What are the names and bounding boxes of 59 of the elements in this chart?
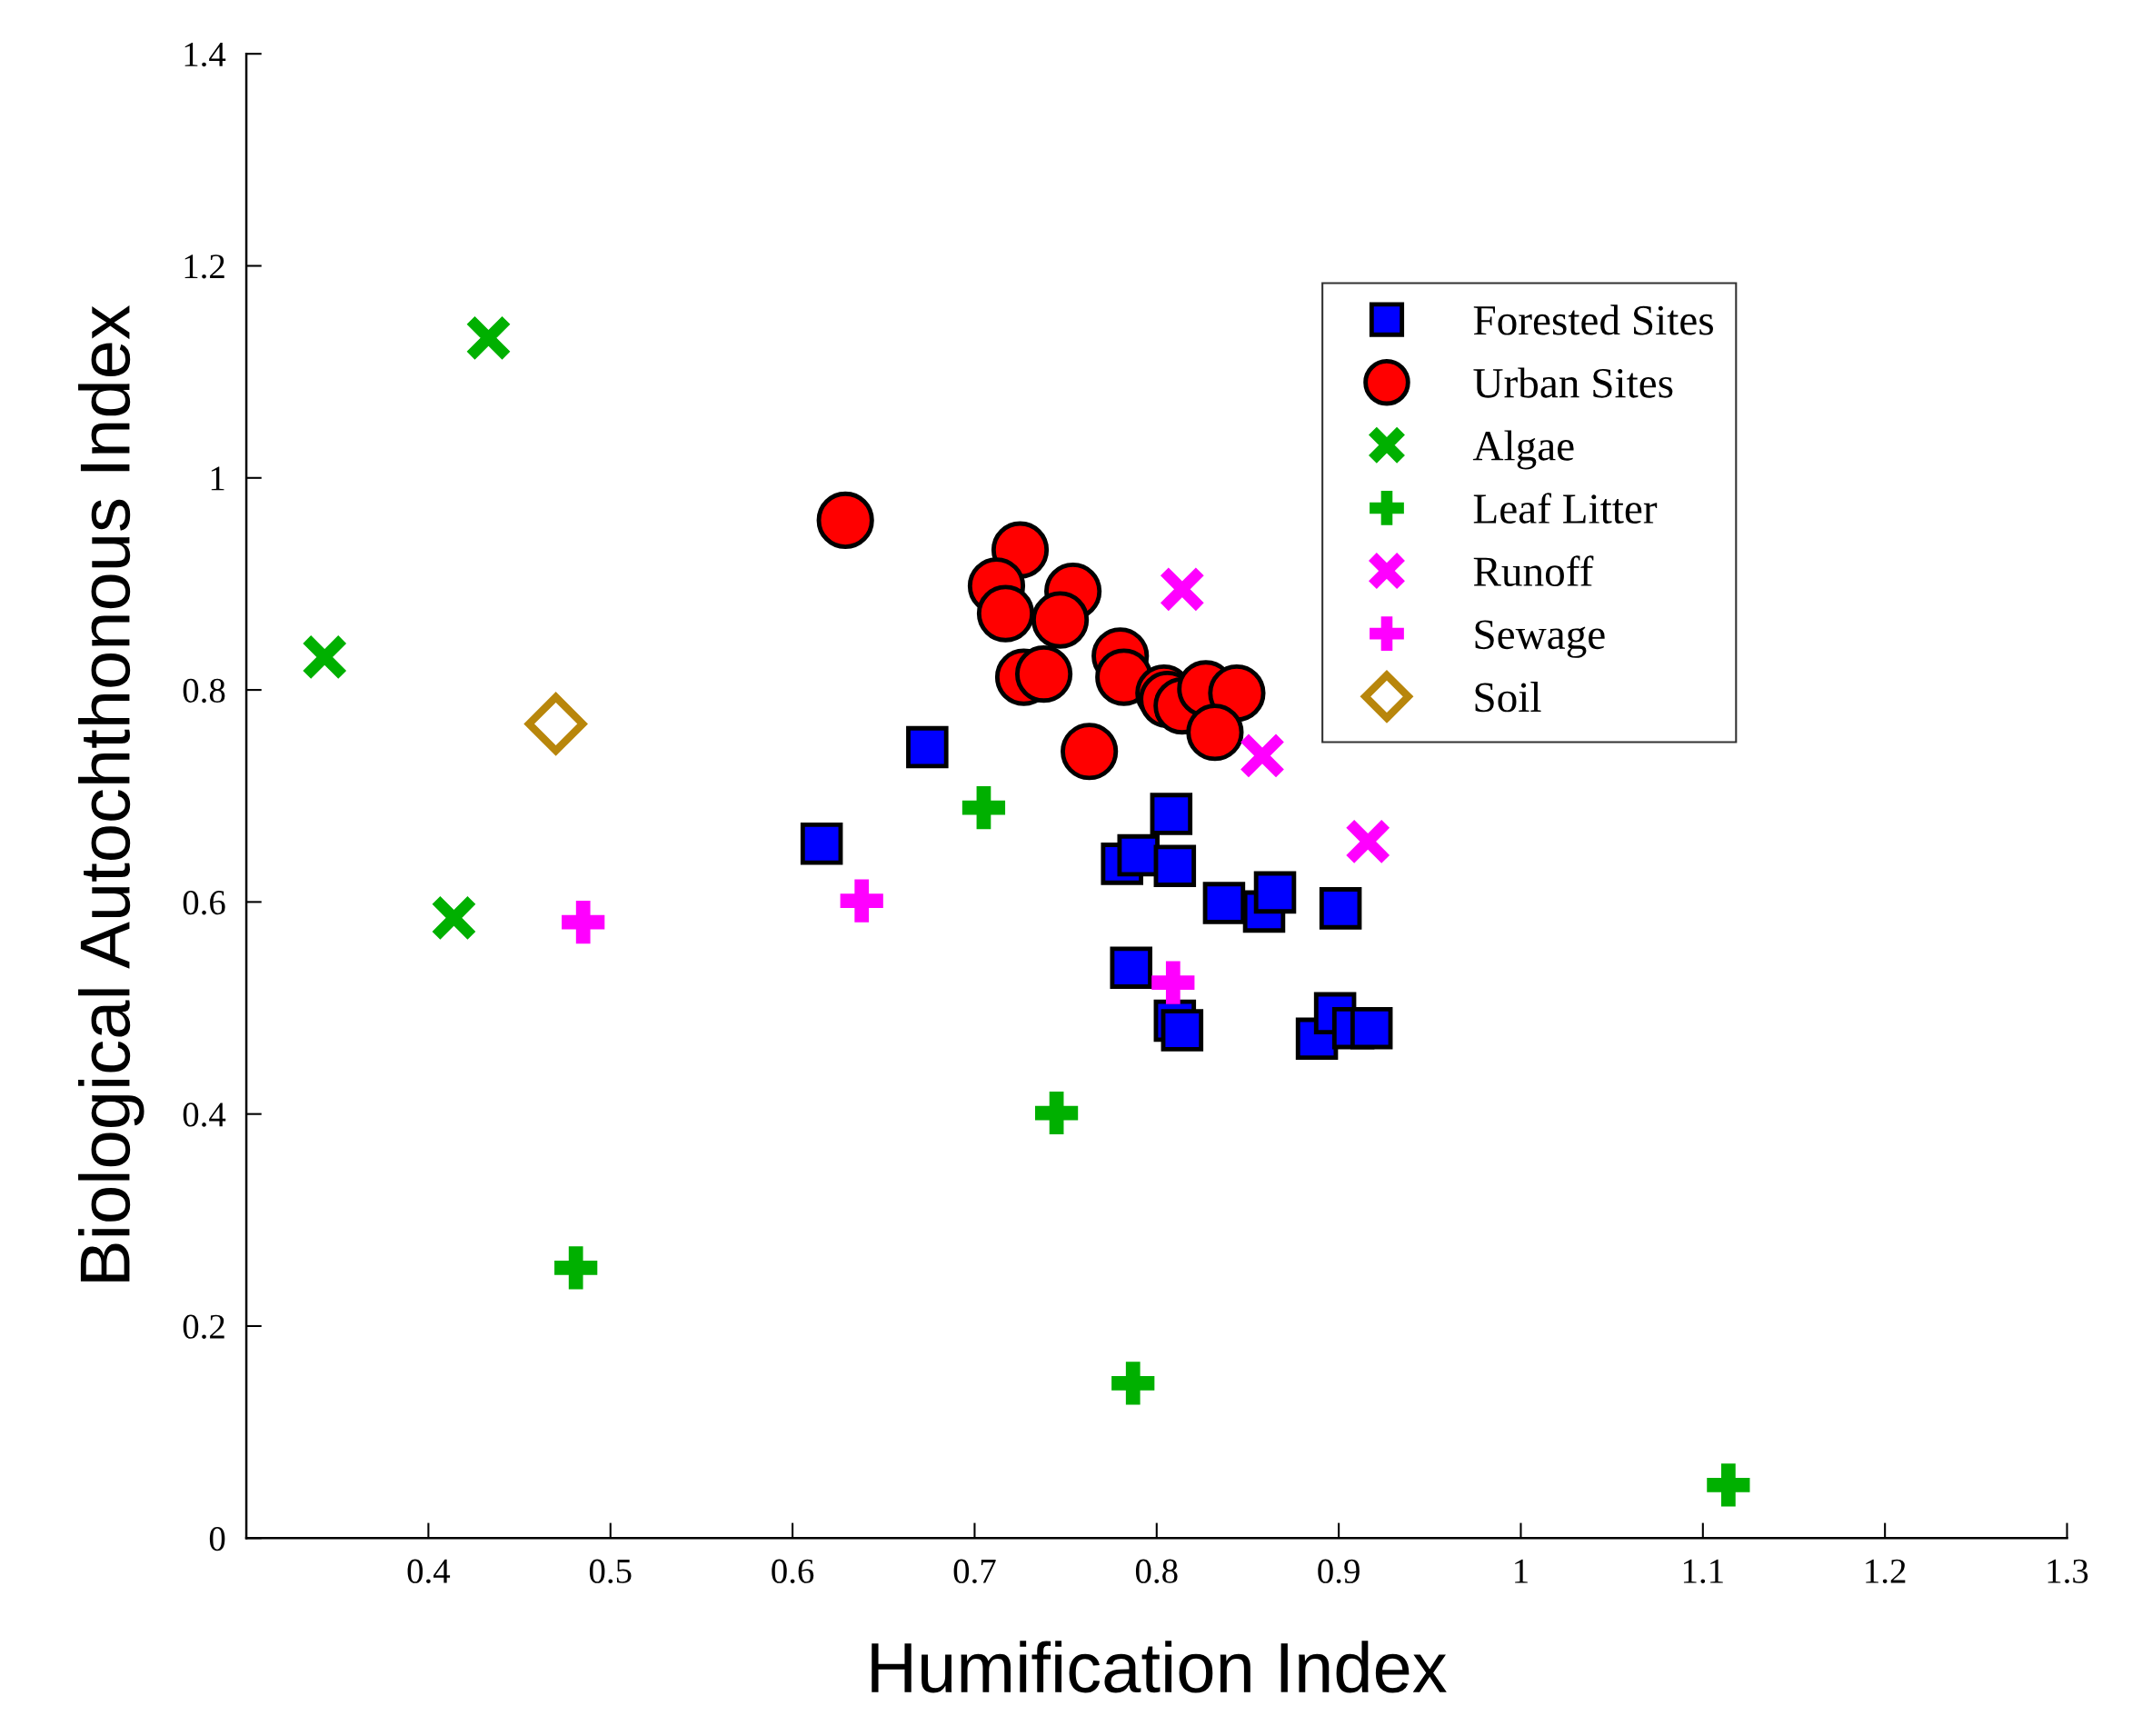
point (1031, 591, 1090, 649)
point (816, 491, 874, 550)
point (1161, 1009, 1204, 1052)
point (1344, 818, 1391, 865)
y-tick-label: 1.2 (184, 254, 224, 279)
point (464, 314, 513, 362)
point (1117, 833, 1161, 877)
point (1153, 844, 1197, 887)
x-tick-label: 0.6 (772, 1559, 814, 1584)
point (1111, 1362, 1155, 1405)
legend-label: Leaf Litter (1473, 493, 1658, 524)
point (1319, 887, 1362, 930)
x-tick-label: 1 (1515, 1559, 1528, 1583)
point (1014, 645, 1073, 703)
point (800, 822, 843, 865)
point (525, 693, 587, 755)
x-tick-label: 0.5 (589, 1559, 632, 1584)
y-tick-label: 1 (211, 466, 224, 491)
point (1253, 871, 1297, 914)
y-tick-label: 0 (209, 1526, 225, 1551)
point (1061, 723, 1119, 781)
point (1151, 961, 1195, 1004)
y-tick-label: 0.4 (183, 1102, 226, 1127)
point (1239, 732, 1286, 780)
y-axis-title: Biological Autochthonous Index (78, 305, 144, 1282)
point (562, 900, 605, 944)
point (554, 1246, 598, 1290)
point (976, 584, 1035, 643)
point (1150, 793, 1193, 835)
x-tick-label: 1.1 (1683, 1559, 1723, 1584)
point (906, 725, 949, 769)
x-tick-label: 1.2 (1866, 1559, 1906, 1584)
legend-label: Sewage (1475, 620, 1605, 658)
point (1034, 1091, 1079, 1135)
legend-label: Runoff (1473, 555, 1594, 587)
y-tick-label: 0.2 (183, 1314, 224, 1340)
x-axis-title: Humification Index (872, 1641, 1447, 1693)
legend-label: Urban Sites (1473, 367, 1673, 398)
point (1202, 882, 1246, 924)
legend-label: Forested Sites (1473, 304, 1713, 335)
point (301, 634, 348, 681)
legend-label: Soil (1475, 682, 1541, 713)
point (840, 879, 883, 923)
x-tick-label: 0.8 (1135, 1559, 1178, 1584)
y-tick-label: 1.4 (184, 43, 226, 67)
point (430, 894, 478, 942)
x-tick-label: 0.4 (407, 1559, 451, 1584)
y-tick-label: 0.6 (183, 891, 225, 915)
x-tick-label: 0.9 (1318, 1559, 1360, 1584)
legend-label: Algae (1472, 430, 1574, 470)
point (1186, 703, 1244, 762)
x-tick-label: 1.3 (2047, 1559, 2088, 1584)
point (1350, 1006, 1393, 1050)
point (1110, 946, 1152, 989)
point (961, 785, 1006, 830)
point (1707, 1463, 1750, 1507)
point (1159, 565, 1206, 613)
y-tick-label: 0.8 (183, 678, 225, 703)
x-tick-label: 0.7 (953, 1559, 996, 1584)
